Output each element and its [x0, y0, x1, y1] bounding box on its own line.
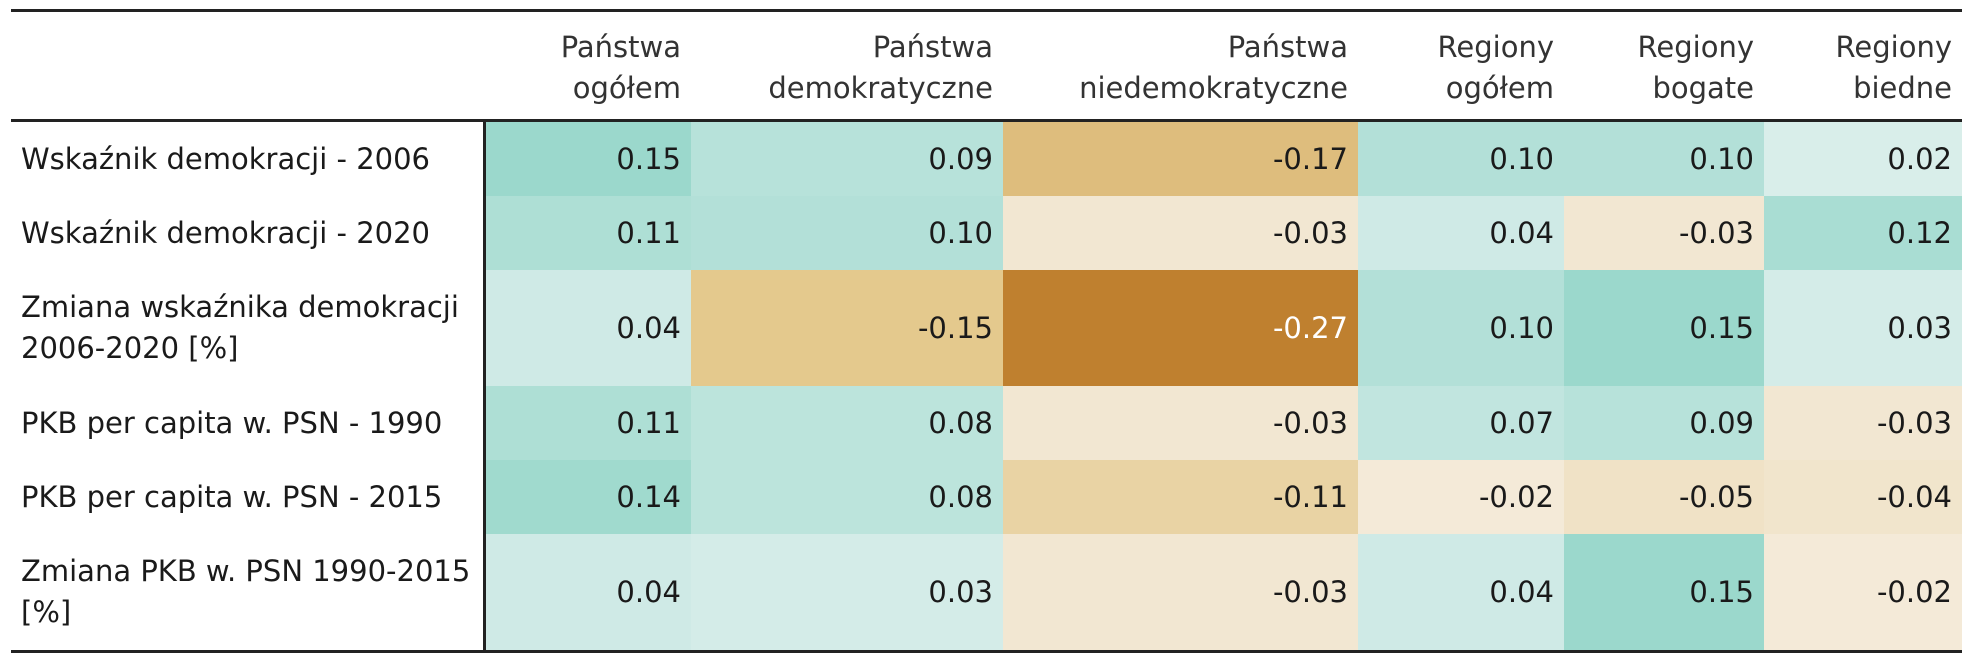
table-cell: 0.15 [1564, 534, 1764, 650]
table-row: Zmiana wskaźnika demokracji 2006-2020 [%… [11, 270, 1962, 386]
row-label: Zmiana wskaźnika demokracji 2006-2020 [%… [11, 270, 486, 386]
table-cell: -0.03 [1764, 386, 1962, 460]
table-cell: 0.10 [1564, 120, 1764, 196]
table-cell: 0.08 [691, 386, 1003, 460]
bottom-rule [11, 650, 1962, 653]
table-cell: -0.03 [1003, 534, 1358, 650]
column-header: Państwa niedemokratyczne [1003, 12, 1358, 122]
row-label: Zmiana PKB w. PSN 1990-2015 [%] [11, 534, 486, 650]
table-row: PKB per capita w. PSN - 2015 0.14 0.08 -… [11, 460, 1962, 534]
table-cell: 0.15 [484, 120, 691, 196]
table-cell: 0.03 [1764, 270, 1962, 386]
row-label: Wskaźnik demokracji - 2006 [11, 120, 486, 196]
table-cell: 0.07 [1358, 386, 1564, 460]
table-cell: 0.15 [1564, 270, 1764, 386]
table-cell: 0.04 [1358, 196, 1564, 270]
table-cell: 0.14 [484, 460, 691, 534]
row-label: Wskaźnik demokracji - 2020 [11, 196, 486, 270]
table-cell: -0.02 [1358, 460, 1564, 534]
table-row: Wskaźnik demokracji - 2020 0.11 0.10 -0.… [11, 196, 1962, 270]
table-cell: -0.04 [1764, 460, 1962, 534]
table-cell: -0.15 [691, 270, 1003, 386]
table-cell: 0.10 [1358, 270, 1564, 386]
column-header: Regiony bogate [1564, 12, 1764, 122]
correlation-table-container: Państwa ogółem Państwa demokratyczne Pań… [11, 9, 1962, 653]
correlation-table: Państwa ogółem Państwa demokratyczne Pań… [11, 12, 1962, 650]
row-label: PKB per capita w. PSN - 1990 [11, 386, 486, 460]
table-cell: 0.12 [1764, 196, 1962, 270]
table-cell: 0.09 [691, 120, 1003, 196]
table-cell: -0.17 [1003, 120, 1358, 196]
table-cell: -0.03 [1564, 196, 1764, 270]
top-rule [11, 9, 1962, 12]
table-cell: 0.11 [484, 196, 691, 270]
table-cell: 0.04 [484, 534, 691, 650]
table-row: Wskaźnik demokracji - 2006 0.15 0.09 -0.… [11, 120, 1962, 196]
row-label: PKB per capita w. PSN - 2015 [11, 460, 486, 534]
table-cell: 0.04 [1358, 534, 1564, 650]
table-cell: 0.09 [1564, 386, 1764, 460]
column-header: Regiony biedne [1764, 12, 1962, 122]
table-row: PKB per capita w. PSN - 1990 0.11 0.08 -… [11, 386, 1962, 460]
table-cell: -0.03 [1003, 196, 1358, 270]
table-cell: 0.11 [484, 386, 691, 460]
table-cell: -0.05 [1564, 460, 1764, 534]
column-header: Państwa ogółem [484, 12, 691, 122]
table-cell: -0.02 [1764, 534, 1962, 650]
table-cell: 0.02 [1764, 120, 1962, 196]
column-header: Regiony ogółem [1358, 12, 1564, 122]
table-row: Zmiana PKB w. PSN 1990-2015 [%] 0.04 0.0… [11, 534, 1962, 650]
table-cell: 0.04 [484, 270, 691, 386]
table-cell: -0.27 [1003, 270, 1358, 386]
column-header: Państwa demokratyczne [691, 12, 1003, 122]
table-cell: 0.10 [691, 196, 1003, 270]
header-row: Państwa ogółem Państwa demokratyczne Pań… [11, 12, 1962, 122]
table-cell: 0.03 [691, 534, 1003, 650]
table-cell: -0.03 [1003, 386, 1358, 460]
table-cell: -0.11 [1003, 460, 1358, 534]
table-cell: 0.08 [691, 460, 1003, 534]
table-cell: 0.10 [1358, 120, 1564, 196]
column-header-stub [11, 12, 484, 122]
